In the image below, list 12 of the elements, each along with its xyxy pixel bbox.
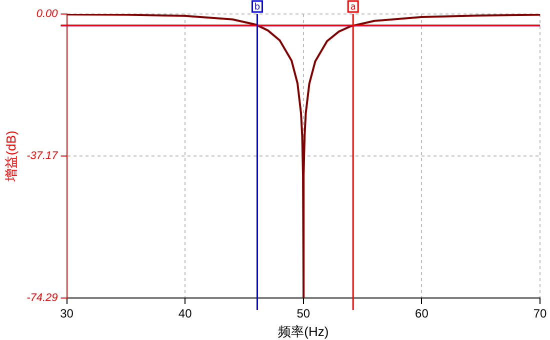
y-tick-label: -74.29 <box>26 292 58 304</box>
x-tick-label: 60 <box>415 306 429 321</box>
y-axis-title: 增益(dB) <box>3 130 18 182</box>
x-tick-label: 40 <box>178 306 192 321</box>
x-axis-title: 频率(Hz) <box>278 324 329 339</box>
x-tick-label: 30 <box>60 306 74 321</box>
x-tick-label: 50 <box>296 306 310 321</box>
x-tick-label: 70 <box>533 306 547 321</box>
y-tick-label: -37.17 <box>26 150 59 162</box>
ref-line-label: a <box>350 2 356 12</box>
y-tick-label: 0.00 <box>36 8 59 20</box>
ref-line-label: b <box>254 2 260 12</box>
